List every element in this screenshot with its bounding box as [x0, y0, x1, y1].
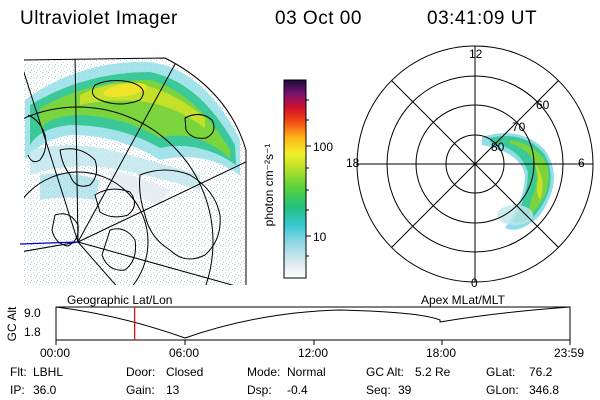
- colorbar-unit-label: photon cm⁻²s⁻¹: [262, 143, 276, 227]
- mlt-12-label: 12: [469, 47, 483, 61]
- altitude-axis-label: GC Alt: [5, 306, 19, 342]
- dsp-label: Dsp:: [247, 383, 272, 397]
- seq-value: 39: [398, 383, 412, 397]
- date-label: 03 Oct 00: [275, 8, 362, 29]
- time-tick-0: 00:00: [40, 346, 71, 360]
- instrument-title: Ultraviolet Imager: [20, 8, 178, 29]
- mlat-80-label: 80: [491, 140, 505, 154]
- altitude-tick-max: 9.0: [24, 306, 41, 320]
- seq-label: Seq:: [366, 383, 391, 397]
- ip-label: IP:: [10, 383, 25, 397]
- filter-value: LBHL: [33, 365, 64, 379]
- glon-label: GLon:: [486, 383, 519, 397]
- dsp-value: -0.4: [287, 383, 308, 397]
- colorbar-tick-100: 100: [313, 140, 334, 154]
- ip-value: 36.0: [33, 383, 57, 397]
- door-label: Door:: [126, 365, 156, 379]
- geographic-map: [24, 58, 246, 285]
- mlt-0-label: 0: [471, 276, 478, 290]
- filter-label: Flt:: [10, 365, 27, 379]
- glat-value: 76.2: [529, 365, 553, 379]
- mlat-70-label: 70: [512, 120, 526, 134]
- map-edge: [23, 57, 247, 285]
- time-tick-3: 18:00: [426, 346, 457, 360]
- sun-meridian-line: [19, 241, 79, 245]
- colorbar-tick-10: 10: [313, 230, 327, 244]
- gc-alt-value: 5.2 Re: [415, 365, 451, 379]
- time-label: 03:41:09 UT: [427, 8, 538, 29]
- mode-value: Normal: [287, 365, 326, 379]
- altitude-plot: [55, 306, 571, 345]
- color-bar: [283, 79, 311, 279]
- door-value: Closed: [166, 365, 204, 379]
- geographic-caption: Geographic Lat/Lon: [67, 293, 173, 307]
- mlat-60-label: 60: [536, 98, 550, 112]
- gain-label: Gain:: [126, 383, 155, 397]
- time-tick-2: 12:00: [298, 346, 329, 360]
- time-tick-4: 23:59: [554, 346, 585, 360]
- glat-label: GLat:: [486, 365, 516, 379]
- time-tick-1: 06:00: [169, 346, 200, 360]
- polar-plot: [356, 45, 594, 283]
- gain-value: 13: [166, 383, 180, 397]
- apex-caption: Apex MLat/MLT: [421, 293, 505, 307]
- mode-label: Mode:: [247, 365, 281, 379]
- mlt-18-label: 18: [346, 156, 360, 170]
- gc-alt-label: GC Alt:: [366, 365, 405, 379]
- glon-value: 346.8: [529, 383, 560, 397]
- altitude-tick-min: 1.8: [24, 325, 41, 339]
- mlt-6-label: 6: [578, 156, 585, 170]
